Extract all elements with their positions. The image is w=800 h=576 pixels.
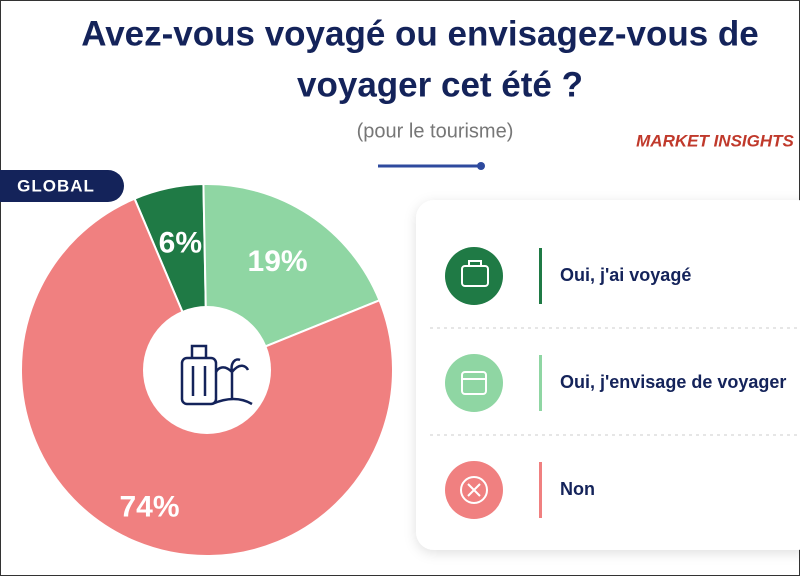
legend-card: [416, 200, 800, 550]
legend-icon: [445, 247, 503, 305]
icon-glyph: [461, 371, 487, 395]
divider-dot: [477, 162, 485, 170]
icon-glyph: [461, 260, 489, 287]
subtitle: (pour le tourisme): [357, 120, 514, 142]
glyph: [468, 260, 482, 266]
title-line: Avez-vous voyagé ou envisagez-vous de: [81, 14, 759, 53]
donut: 6% 19% 74%: [20, 183, 394, 557]
icon-glyph: [460, 476, 488, 504]
badge-text: GLOBAL: [17, 176, 95, 195]
legend-label: Non: [560, 479, 595, 499]
glyph: [467, 483, 481, 497]
legend-label: Oui, j'envisage de voyager: [560, 372, 786, 392]
brand: MARKET INSIGHTS: [636, 131, 794, 150]
legend-label: Oui, j'ai voyagé: [560, 265, 691, 285]
legend-bar: [539, 248, 542, 304]
legend-icon: [445, 354, 503, 412]
legend-bar: [539, 355, 542, 411]
value-label: 74%: [119, 490, 179, 523]
donut-hole: [143, 306, 271, 434]
legend: Oui, j'ai voyagé Oui, j'envisage de voyag…: [445, 247, 786, 519]
glyph: [461, 265, 489, 287]
glyph: [460, 476, 488, 504]
value-label: 6%: [159, 227, 202, 260]
badge: [0, 170, 124, 202]
value-label: 19%: [248, 245, 308, 278]
title-line: voyager cet été ?: [297, 65, 583, 104]
glyph: [461, 371, 487, 395]
legend-bar: [539, 462, 542, 518]
suitcase-icon: [180, 344, 253, 406]
